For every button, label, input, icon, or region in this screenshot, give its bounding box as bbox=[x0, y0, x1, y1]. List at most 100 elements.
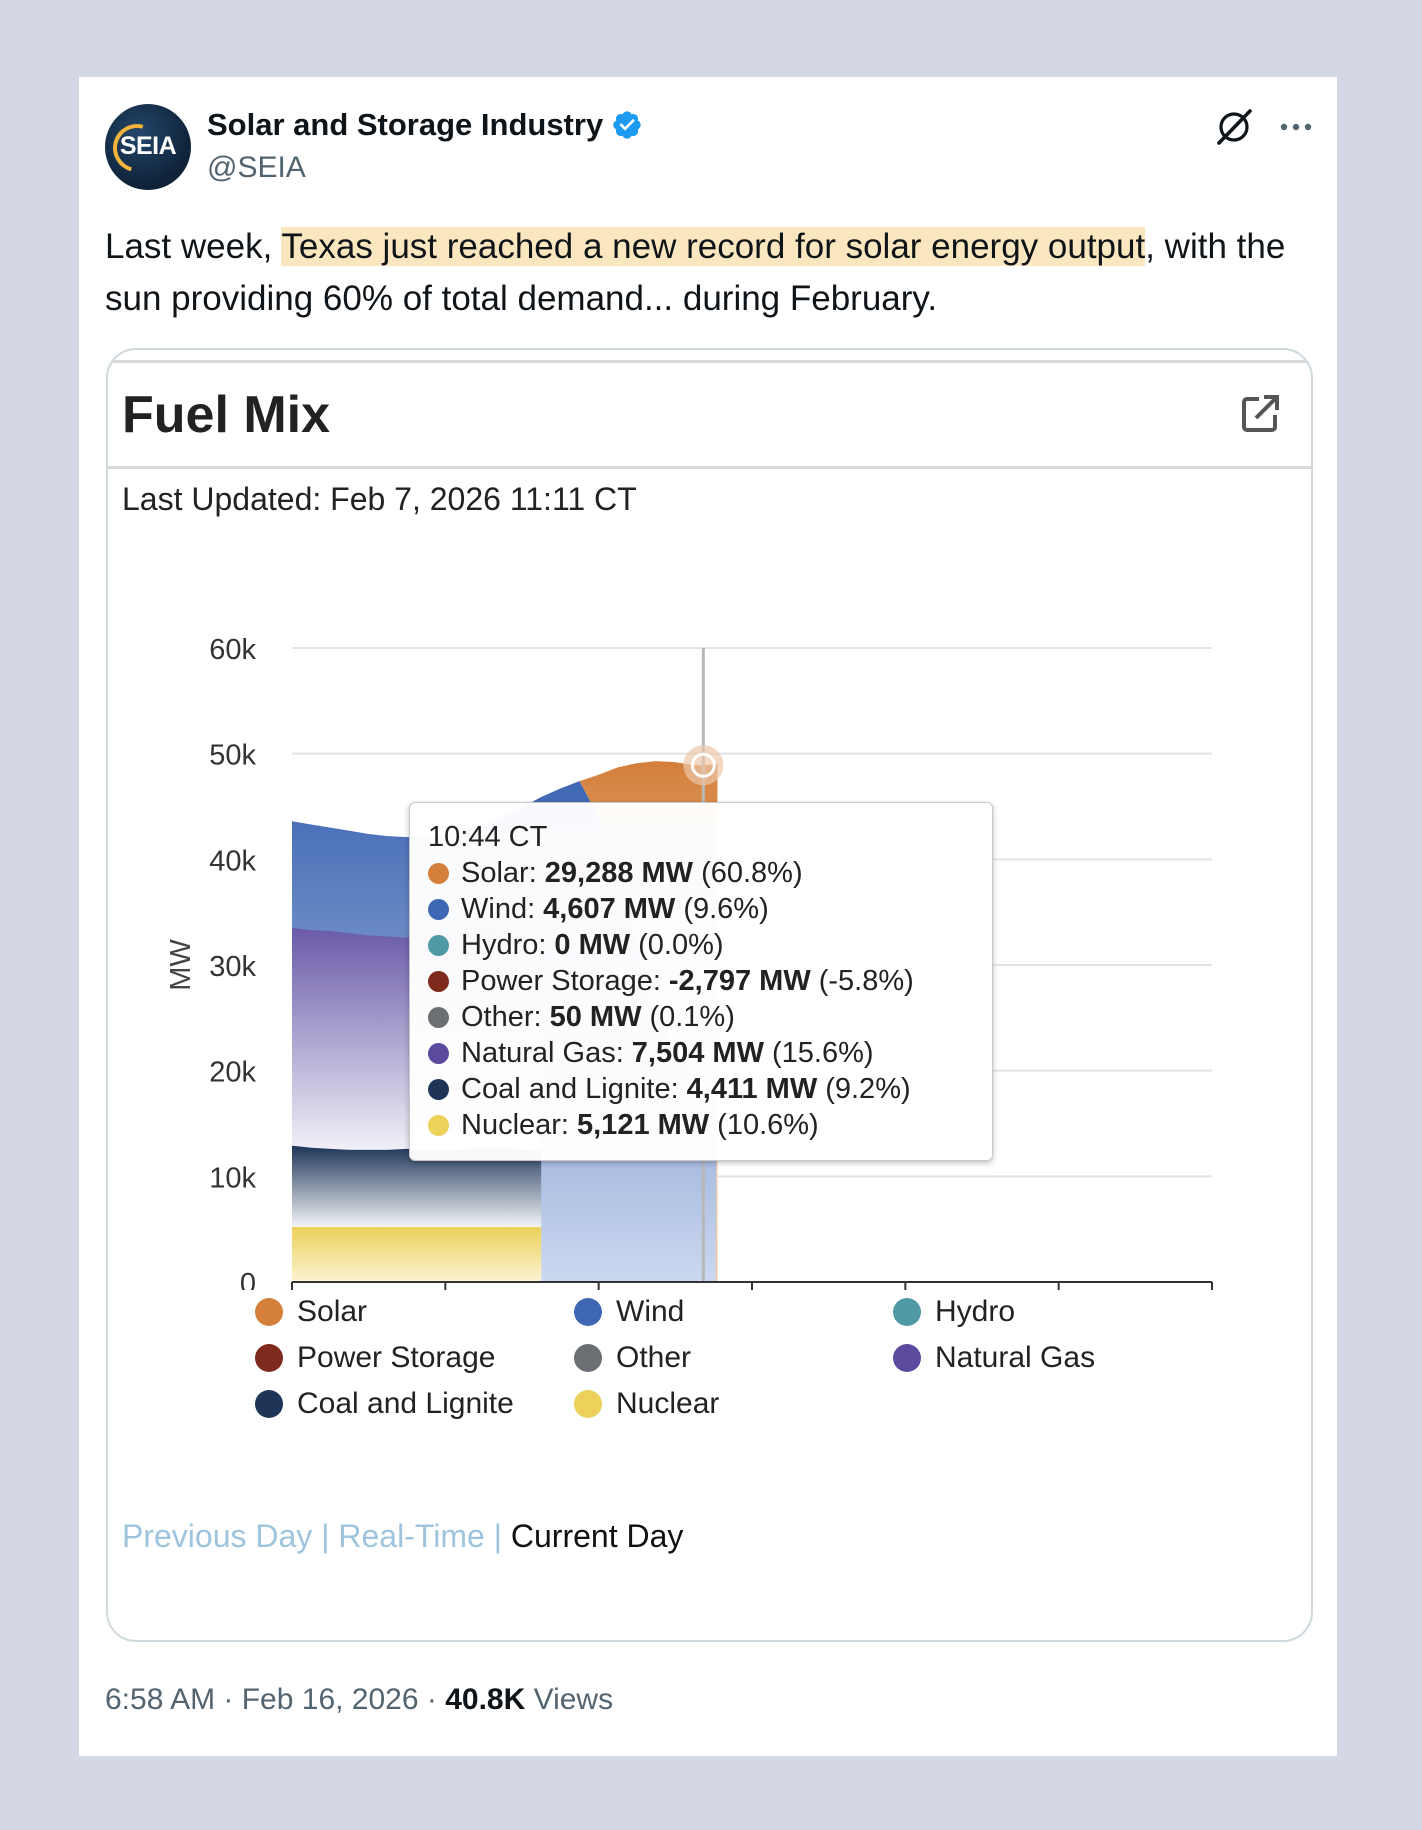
tooltip-value: 5,121 MW bbox=[577, 1109, 710, 1141]
legend-dot-icon bbox=[255, 1390, 283, 1418]
coal-area bbox=[292, 1145, 542, 1228]
legend-dot-icon bbox=[893, 1298, 921, 1326]
tweet-meta: 6:58 AM · Feb 16, 2026 · 40.8K Views bbox=[105, 1683, 613, 1717]
tooltip-row: Other: 50 MW (0.1%) bbox=[428, 999, 992, 1035]
embedded-image[interactable]: Fuel Mix Last Updated: Feb 7, 2026 11:11… bbox=[106, 348, 1313, 1642]
series-dot-icon bbox=[428, 1114, 449, 1136]
y-tick-label: 50k bbox=[209, 740, 256, 772]
legend-label: Power Storage bbox=[297, 1341, 496, 1374]
tooltip-label: Power Storage: bbox=[461, 965, 661, 997]
tooltip-percent: (9.2%) bbox=[825, 1073, 911, 1105]
tooltip-value: -2,797 MW bbox=[668, 965, 811, 997]
y-tick-label: 0 bbox=[240, 1268, 256, 1290]
y-tick-label: 30k bbox=[209, 951, 256, 983]
series-dot-icon bbox=[428, 898, 449, 920]
legend-label: Natural Gas bbox=[935, 1341, 1096, 1374]
views-label: Views bbox=[525, 1683, 614, 1716]
tooltip-label: Coal and Lignite: bbox=[461, 1073, 679, 1105]
tooltip-value: 0 MW bbox=[554, 929, 631, 961]
series-dot-icon bbox=[428, 1006, 449, 1028]
tooltip-value: 29,288 MW bbox=[544, 857, 694, 889]
tweet-text-highlight: Texas just reached a new record for sola… bbox=[281, 227, 1146, 266]
y-tick-label: 40k bbox=[209, 845, 256, 877]
legend-label: Coal and Lignite bbox=[297, 1387, 514, 1420]
views-count: 40.8K bbox=[445, 1683, 526, 1716]
tweet-card: SEIA Solar and Storage Industry @SEIA La… bbox=[79, 77, 1337, 1756]
current-day-label: Current Day bbox=[510, 1518, 684, 1554]
cursor-halo bbox=[683, 745, 724, 786]
legend-label: Solar bbox=[297, 1295, 368, 1328]
series-dot-icon bbox=[428, 934, 449, 956]
tooltip-row: Natural Gas: 7,504 MW (15.6%) bbox=[428, 1035, 992, 1071]
nav-separator: | bbox=[312, 1518, 339, 1554]
tooltip-value: 4,411 MW bbox=[686, 1073, 818, 1105]
fuel-mix-header: Fuel Mix bbox=[108, 360, 1311, 469]
legend-item-wind[interactable]: Wind bbox=[574, 1295, 684, 1329]
legend-label: Hydro bbox=[935, 1295, 1016, 1328]
tooltip-label: Natural Gas: bbox=[461, 1037, 624, 1069]
legend-label: Other bbox=[616, 1341, 692, 1374]
account-name-text[interactable]: Solar and Storage Industry bbox=[207, 107, 604, 142]
legend-item-natural-gas[interactable]: Natural Gas bbox=[893, 1341, 1095, 1375]
legend-dot-icon bbox=[574, 1344, 602, 1372]
tooltip-row: Solar: 29,288 MW (60.8%) bbox=[428, 855, 992, 891]
tooltip-percent: (15.6%) bbox=[771, 1037, 874, 1069]
tweet-text: Last week, Texas just reached a new reco… bbox=[105, 221, 1315, 325]
tooltip-label: Other: bbox=[461, 1001, 542, 1033]
series-dot-icon bbox=[428, 862, 449, 884]
tooltip-label: Wind: bbox=[461, 893, 536, 925]
real-time-link[interactable]: Real-Time bbox=[338, 1518, 485, 1554]
account-handle[interactable]: @SEIA bbox=[207, 151, 306, 184]
previous-day-link[interactable]: Previous Day bbox=[122, 1518, 313, 1554]
tooltip-row: Coal and Lignite: 4,411 MW (9.2%) bbox=[428, 1071, 992, 1107]
tooltip-percent: (0.0%) bbox=[638, 929, 724, 961]
external-link-icon[interactable] bbox=[1239, 393, 1281, 435]
cursor-marker bbox=[690, 752, 716, 778]
tooltip-row: Hydro: 0 MW (0.0%) bbox=[428, 927, 992, 963]
legend-item-nuclear[interactable]: Nuclear bbox=[574, 1387, 719, 1421]
more-options-icon[interactable] bbox=[1276, 109, 1316, 145]
legend-dot-icon bbox=[574, 1390, 602, 1418]
tooltip-value: 50 MW bbox=[549, 1001, 642, 1033]
tweet-text-end: , with the sun providing 60% of total de… bbox=[105, 227, 1286, 318]
avatar[interactable]: SEIA bbox=[105, 104, 191, 190]
tooltip-percent: (-5.8%) bbox=[818, 965, 914, 997]
tooltip-value: 7,504 MW bbox=[631, 1037, 764, 1069]
legend-label: Nuclear bbox=[616, 1387, 720, 1420]
y-tick-label: 10k bbox=[209, 1162, 256, 1194]
tooltip-percent: (10.6%) bbox=[717, 1109, 819, 1141]
series-dot-icon bbox=[428, 1042, 449, 1064]
tooltip-row: Wind: 4,607 MW (9.6%) bbox=[428, 891, 992, 927]
nav-separator: | bbox=[484, 1518, 511, 1554]
tooltip-label: Nuclear: bbox=[461, 1109, 569, 1141]
tooltip-row: Nuclear: 5,121 MW (10.6%) bbox=[428, 1107, 992, 1143]
legend-dot-icon bbox=[574, 1298, 602, 1326]
series-dot-icon bbox=[428, 1078, 449, 1100]
verified-badge-icon bbox=[613, 111, 641, 139]
y-tick-label: 60k bbox=[209, 634, 256, 666]
day-navigation: Previous Day | Real-Time | Current Day bbox=[122, 1518, 683, 1555]
y-tick-label: 20k bbox=[209, 1057, 256, 1089]
legend-item-hydro[interactable]: Hydro bbox=[893, 1295, 1015, 1329]
legend-item-coal-and-lignite[interactable]: Coal and Lignite bbox=[255, 1387, 514, 1421]
fuel-mix-title: Fuel Mix bbox=[122, 386, 331, 444]
legend-label: Wind bbox=[616, 1295, 685, 1328]
legend-item-solar[interactable]: Solar bbox=[255, 1295, 367, 1329]
series-dot-icon bbox=[428, 970, 449, 992]
tooltip-value: 4,607 MW bbox=[543, 893, 676, 925]
avatar-text: SEIA bbox=[119, 132, 177, 160]
account-name[interactable]: Solar and Storage Industry bbox=[207, 107, 643, 143]
tooltip-label: Hydro: bbox=[461, 929, 547, 961]
legend-dot-icon bbox=[893, 1344, 921, 1372]
chart-tooltip: 10:44 CT Solar: 29,288 MW (60.8%) Wind: 4,60… bbox=[409, 802, 993, 1161]
legend-item-power-storage[interactable]: Power Storage bbox=[255, 1341, 495, 1375]
tweet-timestamp[interactable]: 6:58 AM · Feb 16, 2026 · bbox=[105, 1683, 446, 1716]
legend-item-other[interactable]: Other bbox=[574, 1341, 691, 1375]
tooltip-percent: (60.8%) bbox=[701, 857, 803, 889]
legend-dot-icon bbox=[255, 1344, 283, 1372]
legend-dot-icon bbox=[255, 1298, 283, 1326]
tooltip-time: 10:44 CT bbox=[428, 821, 548, 853]
tooltip-label: Solar: bbox=[461, 857, 537, 889]
nuclear-area bbox=[292, 1227, 542, 1282]
grok-icon[interactable] bbox=[1213, 106, 1255, 148]
